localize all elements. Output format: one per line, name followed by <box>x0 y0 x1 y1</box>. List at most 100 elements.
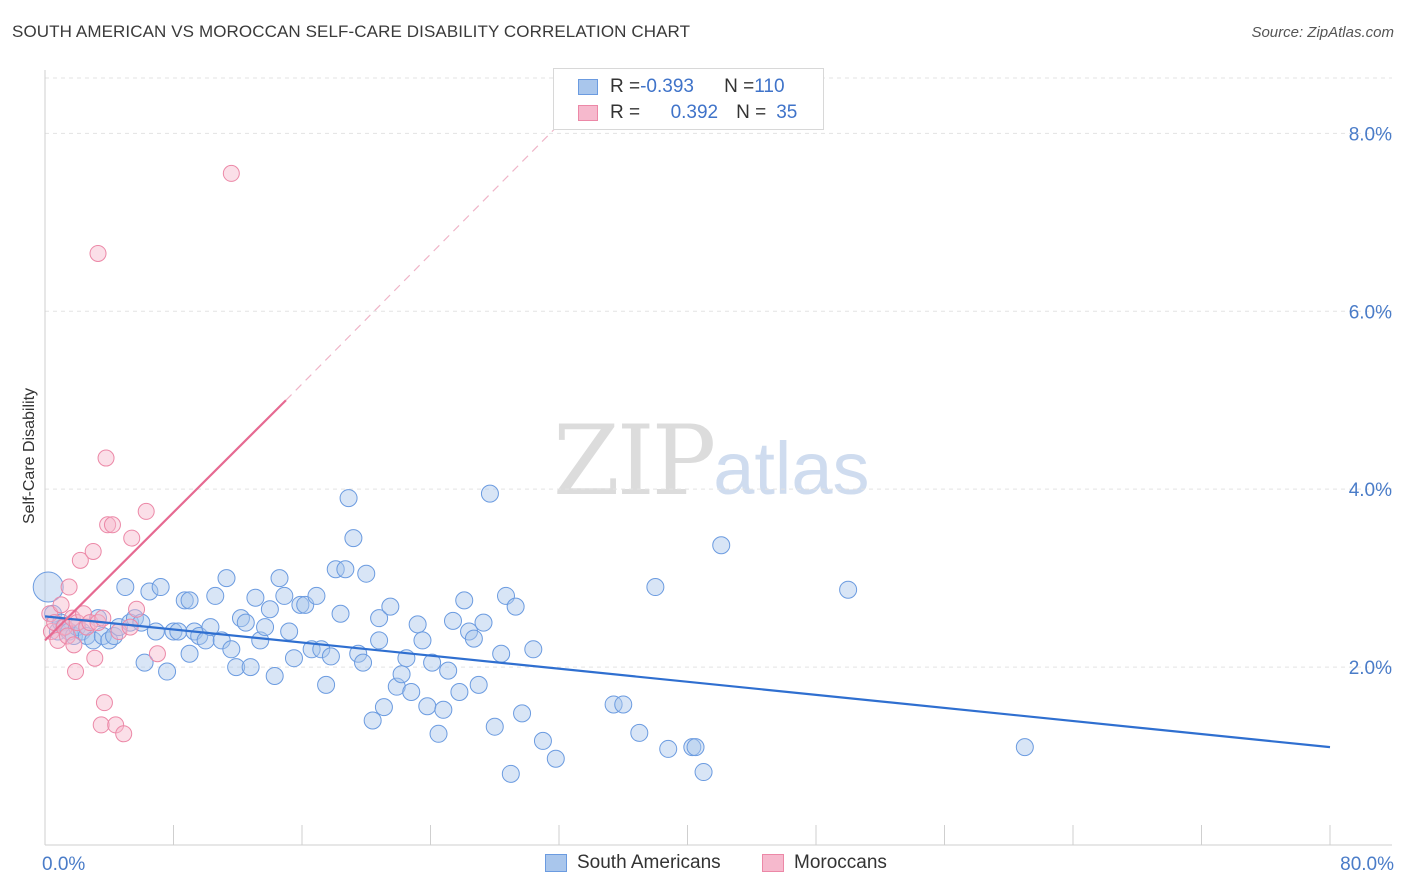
legend-n-label: N = <box>736 102 767 123</box>
data-point-south-americans <box>227 658 246 677</box>
data-point-south-americans <box>206 586 225 605</box>
data-point-moroccans <box>97 449 115 467</box>
x-tick-marks <box>44 825 1331 845</box>
data-point-south-americans <box>524 640 543 659</box>
legend-n-value: 110 <box>754 76 785 97</box>
legend-n-value: 35 <box>776 102 798 123</box>
data-point-south-americans <box>646 578 665 597</box>
data-point-south-americans <box>659 739 678 758</box>
data-point-moroccans <box>148 645 166 663</box>
data-point-south-americans <box>370 631 389 650</box>
data-point-moroccans <box>95 694 113 712</box>
data-point-south-americans <box>839 580 858 599</box>
data-point-south-americans <box>236 613 255 632</box>
data-point-moroccans <box>92 716 110 734</box>
data-point-south-americans <box>354 653 373 672</box>
legend-item-moroccans: Moroccans <box>762 852 887 874</box>
y-tick-labels: 2.0% 4.0% 6.0% 8.0% <box>1349 124 1392 679</box>
correlation-legend: R = -0.393 N = 110 R = 0.392 N = 35 <box>553 68 824 130</box>
data-point-moroccans <box>222 164 240 182</box>
data-point-south-americans <box>331 604 350 623</box>
data-point-south-americans <box>1015 738 1034 757</box>
data-point-south-americans <box>201 618 220 637</box>
data-point-south-americans <box>357 564 376 583</box>
data-point-moroccans <box>67 663 85 681</box>
data-point-south-americans <box>712 536 731 555</box>
y-tick-label: 6.0% <box>1349 302 1392 323</box>
legend-r-value: -0.393 <box>640 76 694 97</box>
trend-line-moroccans <box>44 399 287 642</box>
series-legend: South Americans Moroccans <box>0 852 1406 878</box>
legend-row-moroccans: R = 0.392 N = 35 <box>578 100 797 126</box>
data-point-south-americans <box>363 711 382 730</box>
data-point-moroccans <box>65 636 83 654</box>
data-point-south-americans <box>423 653 442 672</box>
legend-r-label: R = <box>610 102 641 123</box>
axes <box>44 70 1392 846</box>
data-point-south-americans <box>32 571 64 603</box>
trend-line-moroccans-extension <box>285 124 560 401</box>
data-point-south-americans <box>374 698 393 717</box>
data-point-moroccans <box>86 649 104 667</box>
data-point-south-americans <box>474 613 493 632</box>
data-point-south-americans <box>180 644 199 663</box>
data-point-south-americans <box>443 611 462 630</box>
data-point-south-americans <box>614 695 633 714</box>
data-point-moroccans <box>42 623 60 641</box>
x-tick-labels: 0.0% 80.0% <box>42 854 1394 875</box>
data-point-south-americans <box>370 609 389 628</box>
legend-swatch-blue <box>545 854 567 872</box>
data-point-south-americans <box>116 578 135 597</box>
legend-label-moroccans: Moroccans <box>794 852 887 873</box>
data-point-moroccans <box>121 618 139 636</box>
data-point-south-americans <box>260 600 279 619</box>
data-point-moroccans <box>123 529 141 547</box>
x-tick-label: 80.0% <box>1340 854 1394 875</box>
data-point-south-americans <box>604 695 623 714</box>
data-point-moroccans <box>75 605 93 623</box>
data-point-south-americans <box>439 661 458 680</box>
data-point-south-americans <box>686 738 705 757</box>
data-point-south-americans <box>140 582 159 601</box>
legend-swatch-blue <box>578 79 598 95</box>
data-point-south-americans <box>402 683 421 701</box>
data-point-south-americans <box>275 586 294 605</box>
data-point-south-americans <box>533 731 552 750</box>
data-point-moroccans <box>137 502 155 520</box>
series-south-americans <box>32 484 1034 783</box>
source-label: Source: ZipAtlas.com <box>1251 24 1394 41</box>
watermark-left: ZIP <box>553 405 716 517</box>
data-point-south-americans <box>270 569 289 588</box>
data-point-south-americans <box>151 578 170 597</box>
data-point-south-americans <box>180 591 199 610</box>
data-point-south-americans <box>246 588 265 607</box>
data-point-south-americans <box>408 615 427 634</box>
legend-n-label: N = <box>724 76 755 97</box>
data-point-south-americans <box>265 666 284 685</box>
data-point-south-americans <box>222 640 241 659</box>
data-point-south-americans <box>392 665 411 684</box>
y-tick-label: 4.0% <box>1349 480 1392 501</box>
data-point-south-americans <box>175 591 194 610</box>
data-point-moroccans <box>71 551 89 569</box>
legend-r-value: 0.392 <box>670 102 719 123</box>
data-point-south-americans <box>450 683 469 701</box>
data-point-moroccans <box>84 542 102 560</box>
data-point-south-americans <box>164 622 183 641</box>
data-point-south-americans <box>480 484 499 503</box>
series-moroccans <box>41 164 240 743</box>
data-point-south-americans <box>506 597 525 616</box>
data-point-south-americans <box>135 653 154 672</box>
data-point-south-americans <box>513 704 532 723</box>
trend-line-south-americans <box>44 615 1331 749</box>
data-point-moroccans <box>58 627 76 645</box>
trend-lines <box>44 124 1331 749</box>
data-point-south-americans <box>413 631 432 650</box>
data-point-moroccans <box>115 725 133 743</box>
data-point-south-americans <box>455 591 474 610</box>
legend-item-south-americans: South Americans <box>545 852 721 874</box>
data-point-south-americans <box>469 675 488 694</box>
data-point-moroccans <box>103 516 121 534</box>
data-point-south-americans <box>251 631 270 650</box>
